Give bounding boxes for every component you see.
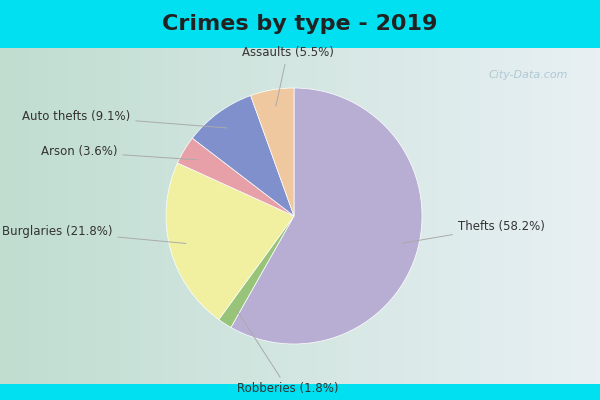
Wedge shape (178, 138, 294, 216)
Text: Auto thefts (9.1%): Auto thefts (9.1%) (22, 110, 227, 128)
Text: Crimes by type - 2019: Crimes by type - 2019 (163, 14, 437, 34)
Text: Robberies (1.8%): Robberies (1.8%) (236, 310, 338, 395)
Wedge shape (251, 88, 294, 216)
Wedge shape (219, 216, 294, 327)
Text: Arson (3.6%): Arson (3.6%) (41, 146, 198, 160)
Wedge shape (166, 163, 294, 320)
Text: Assaults (5.5%): Assaults (5.5%) (242, 46, 334, 106)
Text: City-Data.com: City-Data.com (488, 70, 568, 80)
Text: Thefts (58.2%): Thefts (58.2%) (402, 220, 545, 243)
Wedge shape (193, 96, 294, 216)
Text: Burglaries (21.8%): Burglaries (21.8%) (2, 225, 186, 244)
Wedge shape (231, 88, 422, 344)
